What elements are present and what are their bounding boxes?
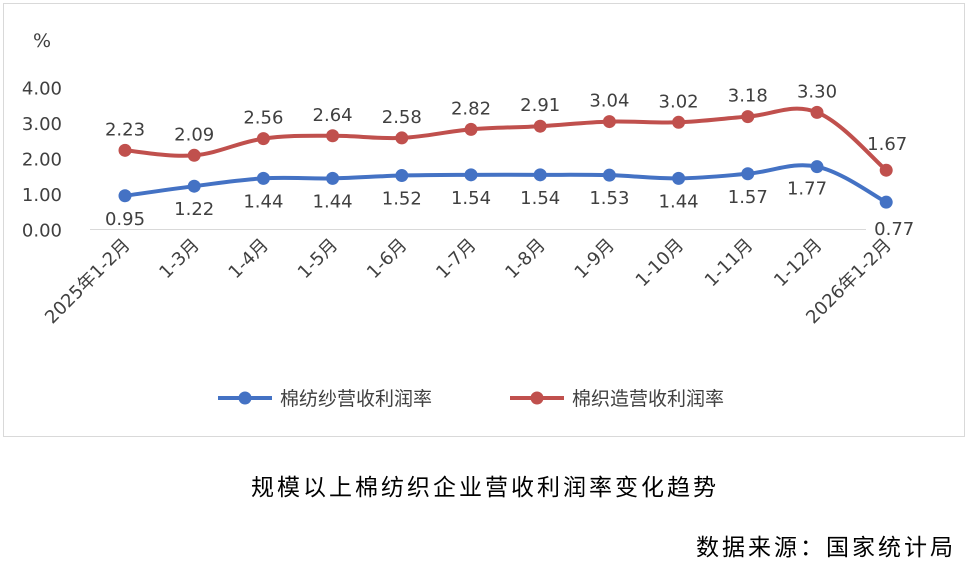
- data-point: [464, 168, 478, 182]
- y-tick-label: 2.00: [22, 150, 62, 171]
- data-label: 3.02: [659, 91, 699, 112]
- data-label: 3.30: [797, 81, 837, 102]
- data-point: [187, 179, 201, 193]
- x-tick-label: 1-8月: [501, 235, 549, 283]
- data-point: [326, 171, 340, 185]
- legend-label: 棉织造营收利润率: [572, 388, 724, 410]
- data-label: 1.22: [174, 199, 214, 220]
- data-label: 1.54: [451, 188, 491, 209]
- data-point: [879, 163, 893, 177]
- legend-marker: [530, 391, 544, 405]
- data-point: [256, 132, 270, 146]
- data-point: [602, 168, 616, 182]
- data-label: 1.67: [867, 134, 907, 155]
- data-point: [326, 129, 340, 143]
- data-point: [395, 169, 409, 183]
- data-label: 0.95: [105, 209, 145, 230]
- chart-caption-title: 规模以上棉纺织企业营收利润率变化趋势: [251, 475, 719, 501]
- data-label: 2.82: [451, 98, 491, 119]
- data-point: [118, 189, 132, 203]
- data-label: 2.23: [105, 119, 145, 140]
- x-tick-label: 1-11月: [701, 235, 757, 291]
- x-tick-label: 1-5月: [294, 235, 342, 283]
- data-point: [741, 110, 755, 124]
- data-label: 2.58: [382, 107, 422, 128]
- x-tick-label: 1-6月: [363, 235, 411, 283]
- data-point: [810, 105, 824, 119]
- x-tick-label: 1-7月: [432, 235, 480, 283]
- data-point: [533, 119, 547, 133]
- data-label: 1.53: [589, 188, 629, 209]
- data-label: 1.57: [728, 187, 768, 208]
- data-label: 1.54: [520, 188, 560, 209]
- y-tick-label: 4.00: [22, 79, 62, 100]
- chart-frame: [3, 3, 965, 437]
- data-point: [118, 143, 132, 157]
- x-tick-label: 1-10月: [632, 235, 688, 291]
- series-line-cotton-spinning: [124, 163, 888, 204]
- data-point: [256, 171, 270, 185]
- data-label: 2.64: [313, 105, 353, 126]
- data-point: [879, 195, 893, 209]
- data-source-note: 数据来源：国家统计局: [696, 535, 956, 561]
- data-point: [395, 131, 409, 145]
- data-label: 1.52: [382, 189, 422, 210]
- data-label: 0.77: [874, 219, 914, 240]
- y-tick-label: 0.00: [22, 221, 62, 242]
- y-axis-unit-label: %: [33, 30, 51, 52]
- x-tick-label: 1-12月: [770, 235, 826, 291]
- x-tick-label: 1-4月: [225, 235, 273, 283]
- data-point: [602, 115, 616, 129]
- legend-label: 棉纺纱营收利润率: [280, 388, 432, 410]
- data-label: 2.91: [520, 95, 560, 116]
- data-label: 1.77: [787, 179, 827, 200]
- data-label: 3.18: [728, 86, 768, 107]
- data-point: [672, 171, 686, 185]
- data-label: 2.56: [243, 108, 283, 129]
- data-label: 1.44: [243, 191, 283, 212]
- legend-marker: [238, 391, 252, 405]
- data-label: 1.44: [659, 191, 699, 212]
- data-point: [672, 115, 686, 129]
- data-label: 1.44: [313, 191, 353, 212]
- x-tick-label: 1-9月: [571, 235, 619, 283]
- data-label: 3.04: [589, 91, 629, 112]
- y-tick-label: 3.00: [22, 114, 62, 135]
- series-line-cotton-weaving: [124, 106, 888, 172]
- data-point: [533, 168, 547, 182]
- data-label: 2.09: [174, 124, 214, 145]
- data-point: [741, 167, 755, 181]
- data-point: [810, 160, 824, 174]
- x-tick-label: 2025年1-2月: [41, 235, 134, 328]
- data-point: [464, 122, 478, 136]
- y-tick-label: 1.00: [22, 185, 62, 206]
- x-tick-label: 1-3月: [155, 235, 203, 283]
- data-point: [187, 148, 201, 162]
